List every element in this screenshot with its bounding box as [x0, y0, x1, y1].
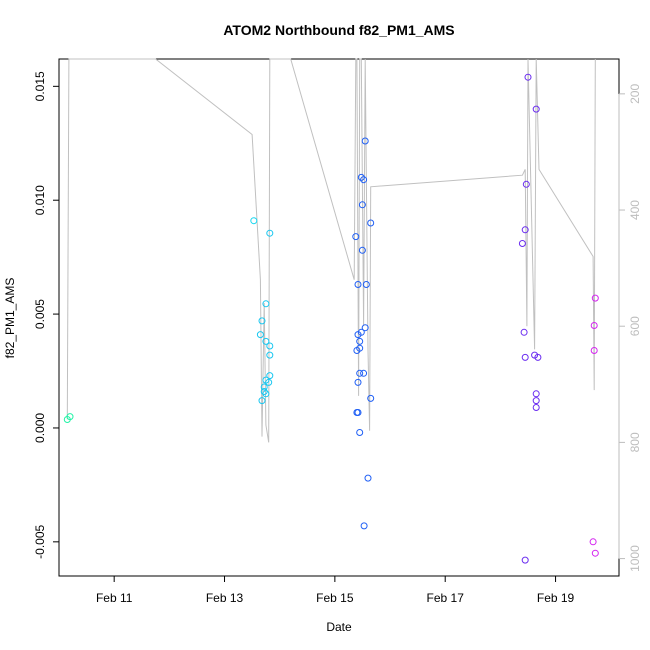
x-tick-label: Feb 13 [206, 591, 244, 605]
data-point [260, 383, 268, 391]
right-tick-label: 800 [628, 432, 642, 452]
data-point [250, 217, 258, 225]
data-point [591, 549, 599, 557]
data-point [266, 351, 274, 359]
data-point [266, 229, 274, 237]
data-point [258, 317, 266, 325]
data-point [532, 390, 540, 398]
data-point [360, 176, 368, 184]
right-axis: 200 400 600 800 1000 [618, 84, 642, 572]
data-point [521, 556, 529, 564]
altitude-line-layer [66, 58, 596, 443]
data-point [262, 337, 270, 345]
data-point [361, 137, 369, 145]
right-tick-label: 600 [628, 316, 642, 336]
data-point [356, 369, 364, 377]
x-tick-label: Feb 19 [537, 591, 575, 605]
data-point [256, 331, 264, 339]
data-point [521, 353, 529, 361]
data-point [522, 180, 530, 188]
data-point [591, 294, 599, 302]
altitude-line [66, 58, 596, 443]
data-point [590, 347, 598, 354]
y-tick-label: 0.010 [33, 185, 47, 215]
data-point [520, 328, 528, 336]
data-point [353, 347, 361, 354]
y-axis: -0.005 0.000 0.005 0.010 0.015 [33, 71, 60, 559]
y-tick-label: -0.005 [33, 525, 47, 559]
data-point [357, 328, 365, 336]
y-axis-label: f82_PM1_AMS [3, 278, 17, 359]
y-tick-label: 0.005 [33, 299, 47, 329]
data-point [262, 390, 270, 398]
data-point [534, 353, 542, 361]
data-point [262, 300, 270, 308]
data-point [361, 324, 369, 332]
data-point [66, 413, 74, 421]
right-tick-label: 400 [628, 200, 642, 220]
x-axis-label: Date [326, 620, 352, 634]
x-tick-label: Feb 15 [316, 591, 354, 605]
right-tick-label: 1000 [628, 545, 642, 572]
data-point [354, 409, 362, 416]
chart-title: ATOM2 Northbound f82_PM1_AMS [223, 22, 454, 38]
data-point [589, 538, 597, 546]
data-point [356, 337, 364, 345]
data-point [360, 522, 368, 530]
data-point [265, 378, 273, 386]
data-point [532, 397, 540, 405]
x-axis: Feb 11 Feb 13 Feb 15 Feb 17 Feb 19 [96, 575, 575, 605]
data-point [367, 219, 375, 227]
data-point [358, 246, 366, 254]
data-point [360, 369, 368, 377]
y-tick-label: 0.015 [33, 71, 47, 101]
points-layer [63, 73, 599, 564]
data-point [354, 281, 362, 288]
y-tick-label: 0.000 [33, 413, 47, 443]
data-point [356, 429, 364, 436]
data-point [521, 226, 529, 234]
data-point [590, 322, 598, 329]
data-point [367, 394, 375, 402]
data-point [258, 397, 266, 405]
data-point [532, 105, 540, 113]
x-tick-label: Feb 17 [427, 591, 465, 605]
data-point [354, 378, 362, 386]
data-point [524, 73, 532, 81]
data-point [352, 233, 360, 241]
x-tick-label: Feb 11 [96, 591, 133, 605]
data-point [266, 342, 274, 350]
right-tick-label: 200 [628, 84, 642, 104]
data-point [357, 173, 365, 181]
data-point [518, 240, 526, 247]
data-point [364, 474, 372, 482]
data-point [266, 372, 274, 380]
data-point [362, 281, 370, 288]
data-point [532, 404, 540, 411]
data-point [358, 201, 366, 209]
